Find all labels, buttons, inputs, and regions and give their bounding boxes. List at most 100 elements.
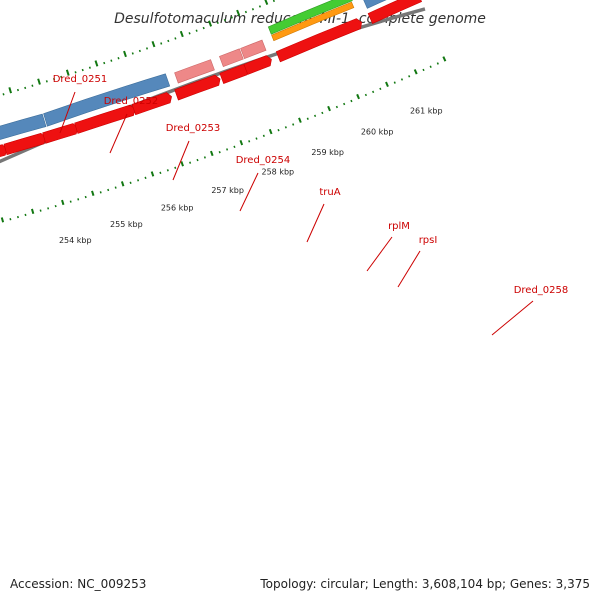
ruler-tick bbox=[442, 56, 447, 62]
ruler-tick bbox=[103, 61, 106, 65]
ruler-tick bbox=[107, 188, 110, 192]
ruler-tick bbox=[74, 71, 77, 74]
ruler-tick bbox=[31, 84, 34, 87]
ruler-tick bbox=[262, 134, 265, 137]
cds-arrow bbox=[42, 123, 79, 144]
kbp-tick-label: 255 kbp bbox=[110, 220, 143, 229]
ruler-tick bbox=[54, 204, 57, 208]
ruler-tick bbox=[372, 90, 375, 94]
ruler-tick bbox=[24, 213, 27, 217]
ruler-tick bbox=[45, 80, 48, 83]
gene-label: Dred_0253 bbox=[166, 123, 221, 134]
ruler-tick bbox=[81, 68, 84, 72]
ruler-tick bbox=[131, 52, 134, 55]
gene-label-leader bbox=[366, 236, 393, 272]
cds-arrow bbox=[131, 92, 172, 116]
gene-label-leader bbox=[59, 91, 76, 134]
ruler-tick bbox=[321, 111, 324, 115]
gene-labels: 254 kbp 255 kbp 256 kbp 257 kbp 258 kbp 259 k… bbox=[53, 74, 568, 336]
gene-label-leader bbox=[397, 250, 421, 288]
gene-label-leader bbox=[172, 140, 190, 181]
ruler-tick bbox=[84, 195, 87, 199]
ruler-tick bbox=[400, 78, 404, 81]
ruler-tick bbox=[9, 218, 12, 221]
ruler-tick bbox=[350, 99, 353, 103]
ruler-tick bbox=[150, 171, 155, 177]
cds-arrow bbox=[243, 55, 272, 75]
ruler-tick bbox=[408, 75, 411, 78]
ruler-tick bbox=[236, 9, 241, 17]
ruler-tick bbox=[314, 114, 317, 118]
ruler-tick bbox=[248, 140, 251, 143]
ruler-tick bbox=[24, 86, 27, 90]
ruler-tick bbox=[145, 47, 149, 50]
ruler-tick bbox=[53, 77, 56, 81]
ruler-tick bbox=[258, 5, 262, 8]
gene-label: rpsI bbox=[419, 235, 438, 246]
ruler-tick bbox=[99, 191, 102, 194]
kbp-tick-label: 256 kbp bbox=[161, 203, 194, 212]
ruler-tick bbox=[356, 93, 360, 100]
ruler-tick bbox=[160, 42, 163, 45]
ruler-tick bbox=[69, 200, 72, 203]
cds-arrow bbox=[74, 104, 136, 134]
kbp-tick-label: 260 kbp bbox=[361, 128, 394, 137]
ruler-tick bbox=[272, 0, 275, 3]
ruler-tick bbox=[114, 186, 117, 189]
ruler-tick bbox=[223, 18, 226, 22]
ruler-tick bbox=[233, 145, 236, 148]
ruler-tick bbox=[65, 69, 70, 76]
ruler-tick bbox=[120, 181, 125, 187]
gene-label-leader bbox=[239, 172, 259, 212]
ruler-tick bbox=[151, 40, 156, 48]
ruler-tick bbox=[8, 87, 12, 94]
gene-label: rplM bbox=[388, 221, 410, 232]
kbp-tick-label: 258 kbp bbox=[262, 167, 295, 176]
ruler-tick bbox=[180, 161, 184, 167]
cds-arrow bbox=[367, 0, 423, 24]
feature-tracks bbox=[0, 0, 426, 164]
rrna-block-orange bbox=[271, 1, 355, 42]
ruler-tick bbox=[30, 208, 35, 214]
ruler-tick bbox=[123, 50, 127, 58]
ruler-tick bbox=[429, 65, 432, 68]
ruler-tick bbox=[144, 176, 147, 180]
ruler-tick bbox=[422, 68, 425, 72]
genome-summary-text: Topology: circular; Length: 3,608,104 bp… bbox=[260, 577, 590, 591]
ruler-tick bbox=[244, 10, 247, 14]
rrna-block-green bbox=[267, 0, 353, 35]
gene-block bbox=[43, 73, 171, 127]
cds-block-pink bbox=[174, 59, 215, 84]
ruler-tick bbox=[343, 102, 346, 106]
ruler-tick bbox=[195, 29, 198, 32]
ruler-tick bbox=[255, 137, 258, 140]
ruler-tick bbox=[306, 117, 309, 120]
gene-label: Dred_0254 bbox=[236, 155, 291, 166]
ruler-tick bbox=[39, 209, 42, 212]
ruler-tick bbox=[413, 69, 418, 75]
ruler-tick bbox=[138, 49, 141, 53]
ruler-tick bbox=[327, 105, 331, 112]
ruler-tick bbox=[208, 20, 213, 27]
ruler-tick bbox=[335, 105, 338, 109]
kbp-tick-label: 261 kbp bbox=[410, 107, 443, 116]
ruler-tick bbox=[159, 171, 162, 175]
ruler-tick bbox=[88, 66, 91, 69]
ruler-tick bbox=[77, 198, 80, 201]
ruler-tick bbox=[47, 207, 50, 210]
kbp-tick-label: 254 kbp bbox=[59, 236, 92, 245]
genome-backbone bbox=[0, 7, 426, 164]
ruler-tick bbox=[61, 199, 65, 206]
gene-block bbox=[0, 113, 47, 140]
cds-block-pink bbox=[219, 48, 244, 68]
ruler-tick bbox=[298, 117, 302, 123]
ruler-tick bbox=[268, 128, 273, 135]
ruler-tick bbox=[284, 126, 287, 129]
kbp-ruler bbox=[0, 0, 447, 223]
ruler-tick bbox=[239, 139, 244, 146]
kbp-tick-label: 257 kbp bbox=[211, 186, 244, 195]
ruler-tick bbox=[202, 26, 205, 30]
ruler-tick bbox=[188, 32, 191, 35]
